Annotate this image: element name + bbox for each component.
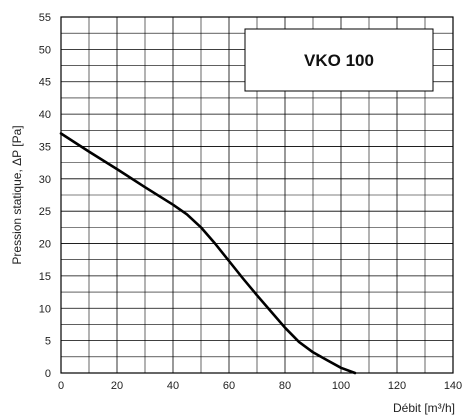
y-tick-label: 0	[45, 368, 51, 380]
y-tick-label: 50	[39, 44, 51, 56]
x-tick-label: 100	[332, 380, 350, 392]
y-axis-label: Pression statique, ΔP [Pa]	[10, 125, 24, 264]
y-tick-label: 15	[39, 271, 51, 283]
y-tick-label: 45	[39, 77, 51, 89]
x-tick-label: 80	[279, 380, 291, 392]
y-tick-label: 40	[39, 109, 51, 121]
y-tick-label: 25	[39, 206, 51, 218]
x-axis-label: Débit [m³/h]	[393, 401, 455, 415]
y-tick-label: 10	[39, 303, 51, 315]
series-line	[59, 132, 357, 375]
x-tick-label: 120	[388, 380, 406, 392]
y-tick-label: 20	[39, 239, 51, 251]
y-tick-labels: 0 5 10 15 20 25 30 35 40 45 50 55	[39, 12, 51, 380]
x-tick-label: 0	[58, 380, 64, 392]
model-label-box	[244, 28, 434, 92]
x-tick-label: 60	[223, 380, 235, 392]
x-tick-labels: 0 20 40 60 80 100 120 140	[58, 380, 462, 392]
x-tick-label: 140	[444, 380, 462, 392]
y-tick-label: 5	[45, 336, 51, 348]
x-tick-label: 20	[111, 380, 123, 392]
plot-frame	[60, 16, 454, 374]
model-label: VKO 100	[304, 51, 374, 70]
y-tick-label: 30	[39, 174, 51, 186]
x-tick-label: 40	[167, 380, 179, 392]
y-tick-label: 55	[39, 12, 51, 24]
y-tick-label: 35	[39, 141, 51, 153]
